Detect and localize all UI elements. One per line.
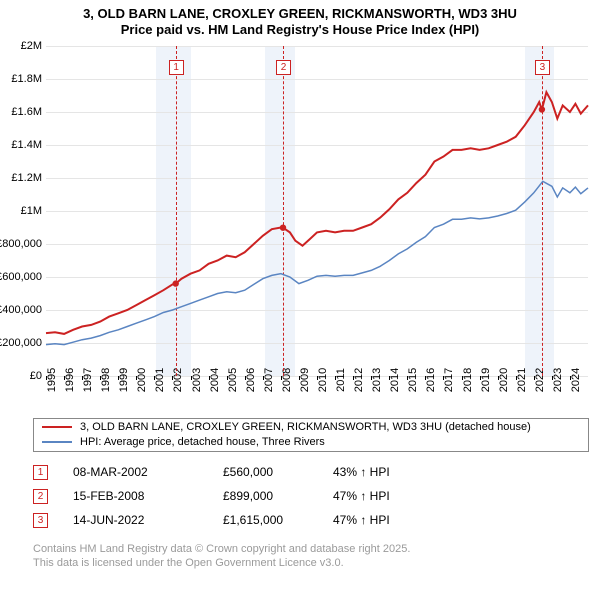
x-tick — [407, 376, 408, 380]
x-tick — [118, 376, 119, 380]
transaction-row: 2 15-FEB-2008£899,00047% ↑ HPI — [33, 484, 390, 508]
transaction-row: 1 08-MAR-2002£560,00043% ↑ HPI — [33, 460, 390, 484]
x-tick — [462, 376, 463, 380]
legend-item: HPI: Average price, detached house, Thre… — [34, 434, 588, 449]
transaction-pct: 43% ↑ HPI — [333, 465, 390, 479]
chart-svg — [46, 46, 588, 376]
y-tick-label: £1.2M — [11, 172, 42, 184]
x-tick — [136, 376, 137, 380]
transaction-point — [280, 225, 286, 231]
x-tick — [172, 376, 173, 380]
chart-title: 3, OLD BARN LANE, CROXLEY GREEN, RICKMAN… — [0, 0, 600, 39]
x-tick — [516, 376, 517, 380]
title-line-2: Price paid vs. HM Land Registry's House … — [0, 22, 600, 38]
legend-item: 3, OLD BARN LANE, CROXLEY GREEN, RICKMAN… — [34, 419, 588, 434]
transaction-index-box: 1 — [33, 465, 48, 480]
x-tick — [100, 376, 101, 380]
y-tick-label: £2M — [21, 40, 42, 52]
transaction-point — [173, 280, 179, 286]
y-tick-label: £1M — [21, 205, 42, 217]
plot-area: £0£200,000£400,000£600,000£800,000£1M£1.… — [46, 46, 588, 377]
y-tick-label: £0 — [30, 370, 42, 382]
x-tick — [227, 376, 228, 380]
legend-label: HPI: Average price, detached house, Thre… — [80, 436, 325, 448]
x-tick — [64, 376, 65, 380]
title-line-1: 3, OLD BARN LANE, CROXLEY GREEN, RICKMAN… — [0, 6, 600, 22]
x-tick — [46, 376, 47, 380]
x-tick — [371, 376, 372, 380]
transaction-price: £560,000 — [223, 465, 333, 479]
y-tick-label: £400,000 — [0, 304, 42, 316]
x-tick — [570, 376, 571, 380]
x-tick — [498, 376, 499, 380]
transaction-row: 3 14-JUN-2022£1,615,00047% ↑ HPI — [33, 508, 390, 532]
transaction-index-box: 2 — [33, 489, 48, 504]
x-tick — [534, 376, 535, 380]
x-tick — [191, 376, 192, 380]
transaction-date: 14-JUN-2022 — [73, 513, 223, 527]
y-tick-label: £1.4M — [11, 139, 42, 151]
legend-swatch — [42, 426, 72, 428]
y-tick-label: £800,000 — [0, 238, 42, 250]
transaction-date: 15-FEB-2008 — [73, 489, 223, 503]
transaction-index-box: 3 — [33, 513, 48, 528]
x-tick — [82, 376, 83, 380]
transaction-price: £899,000 — [223, 489, 333, 503]
footer-credits: Contains HM Land Registry data © Crown c… — [33, 542, 410, 571]
transaction-date: 08-MAR-2002 — [73, 465, 223, 479]
legend: 3, OLD BARN LANE, CROXLEY GREEN, RICKMAN… — [33, 418, 589, 452]
x-tick — [389, 376, 390, 380]
legend-label: 3, OLD BARN LANE, CROXLEY GREEN, RICKMAN… — [80, 421, 531, 433]
y-tick-label: £1.6M — [11, 106, 42, 118]
x-tick — [281, 376, 282, 380]
x-tick — [299, 376, 300, 380]
x-tick — [209, 376, 210, 380]
y-tick-label: £200,000 — [0, 337, 42, 349]
transaction-point — [539, 106, 545, 112]
chart-container: 3, OLD BARN LANE, CROXLEY GREEN, RICKMAN… — [0, 0, 600, 590]
y-tick-label: £600,000 — [0, 271, 42, 283]
footer-line-2: This data is licensed under the Open Gov… — [33, 556, 410, 570]
y-tick-label: £1.8M — [11, 73, 42, 85]
footer-line-1: Contains HM Land Registry data © Crown c… — [33, 542, 410, 556]
x-tick — [245, 376, 246, 380]
x-tick — [263, 376, 264, 380]
transactions-table: 1 08-MAR-2002£560,00043% ↑ HPI 2 15-FEB-200… — [33, 460, 390, 532]
x-tick — [353, 376, 354, 380]
transaction-pct: 47% ↑ HPI — [333, 513, 390, 527]
legend-swatch — [42, 441, 72, 443]
transaction-price: £1,615,000 — [223, 513, 333, 527]
x-tick — [335, 376, 336, 380]
x-tick — [425, 376, 426, 380]
transaction-pct: 47% ↑ HPI — [333, 489, 390, 503]
x-tick — [154, 376, 155, 380]
x-tick — [443, 376, 444, 380]
series-hpi — [46, 181, 588, 344]
x-tick — [552, 376, 553, 380]
x-tick — [317, 376, 318, 380]
x-tick — [480, 376, 481, 380]
